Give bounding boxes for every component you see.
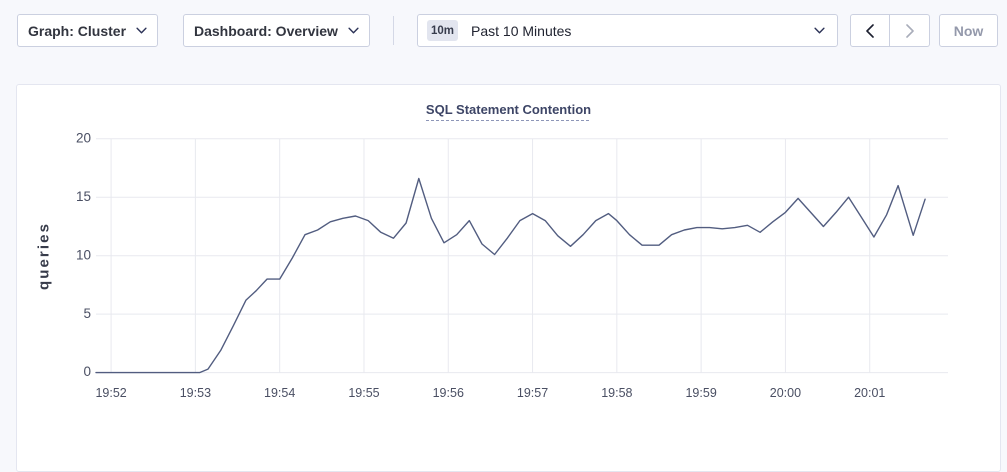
svg-text:0: 0 [83,364,91,379]
svg-text:20:01: 20:01 [854,386,885,400]
svg-text:19:52: 19:52 [95,386,126,400]
svg-text:5: 5 [83,306,91,321]
svg-text:19:54: 19:54 [264,386,295,400]
svg-text:20:00: 20:00 [770,386,801,400]
svg-text:20: 20 [76,131,91,146]
svg-text:19:57: 19:57 [517,386,548,400]
svg-text:15: 15 [76,189,91,204]
svg-text:19:58: 19:58 [601,386,632,400]
svg-text:10: 10 [76,248,91,263]
svg-text:19:55: 19:55 [348,386,379,400]
svg-text:19:53: 19:53 [180,386,211,400]
svg-text:19:56: 19:56 [433,386,464,400]
svg-text:19:59: 19:59 [685,386,716,400]
